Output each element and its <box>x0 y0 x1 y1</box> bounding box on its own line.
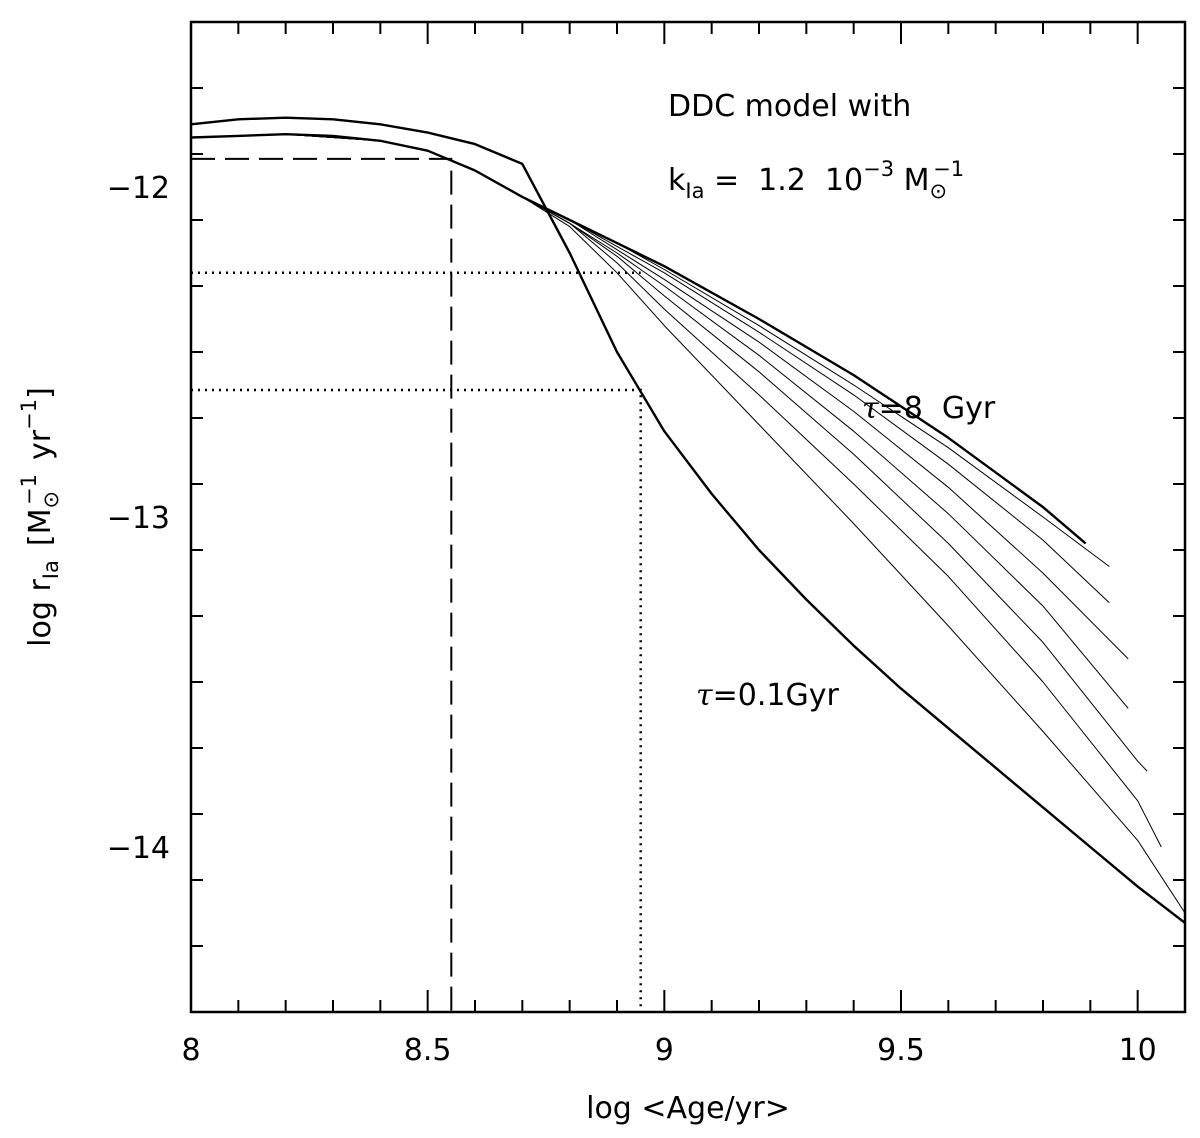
x-tick-label: 8 <box>181 1033 200 1068</box>
model-annotation-line1: DDC model with <box>668 89 911 124</box>
reference-line-dotted-2 <box>191 388 642 1012</box>
y-tick-label: −12 <box>107 171 170 206</box>
series-line-1 <box>190 133 1186 914</box>
reference-lines <box>191 157 642 1012</box>
plot-frame <box>189 20 1187 1014</box>
y-axis-title: log rIa[M⊙−1yr−1] <box>17 387 63 647</box>
tick-marks <box>190 21 1186 1013</box>
x-axis-title: log <Age/yr> <box>586 1091 790 1126</box>
series-line-2 <box>190 133 1162 848</box>
series-line-6 <box>190 133 1110 604</box>
y-tick-label: −13 <box>107 501 170 536</box>
x-tick-label: 9 <box>655 1033 674 1068</box>
model-annotation-line2: kIa = 1.2 10−3 M⊙−1 <box>668 157 964 203</box>
reference-line-dashed-0 <box>191 157 453 1012</box>
series-line-8 <box>190 132 1087 545</box>
x-tick-label: 9.5 <box>877 1033 925 1068</box>
tick-labels: 8 8.5 9 9.5 10 −12 −13 −14 <box>107 171 1157 1068</box>
series-line-0 <box>190 116 1186 924</box>
x-tick-label: 8.5 <box>404 1033 452 1068</box>
tau-0.1gyr-label: τ=0.1Gyr <box>696 678 839 713</box>
series-group <box>190 116 1186 924</box>
series-line-3 <box>190 133 1148 772</box>
tau-8gyr-label: τ=8 Gyr <box>862 391 996 426</box>
x-tick-label: 10 <box>1119 1033 1157 1068</box>
series-line-7 <box>190 133 1110 567</box>
y-tick-label: −14 <box>107 831 170 866</box>
